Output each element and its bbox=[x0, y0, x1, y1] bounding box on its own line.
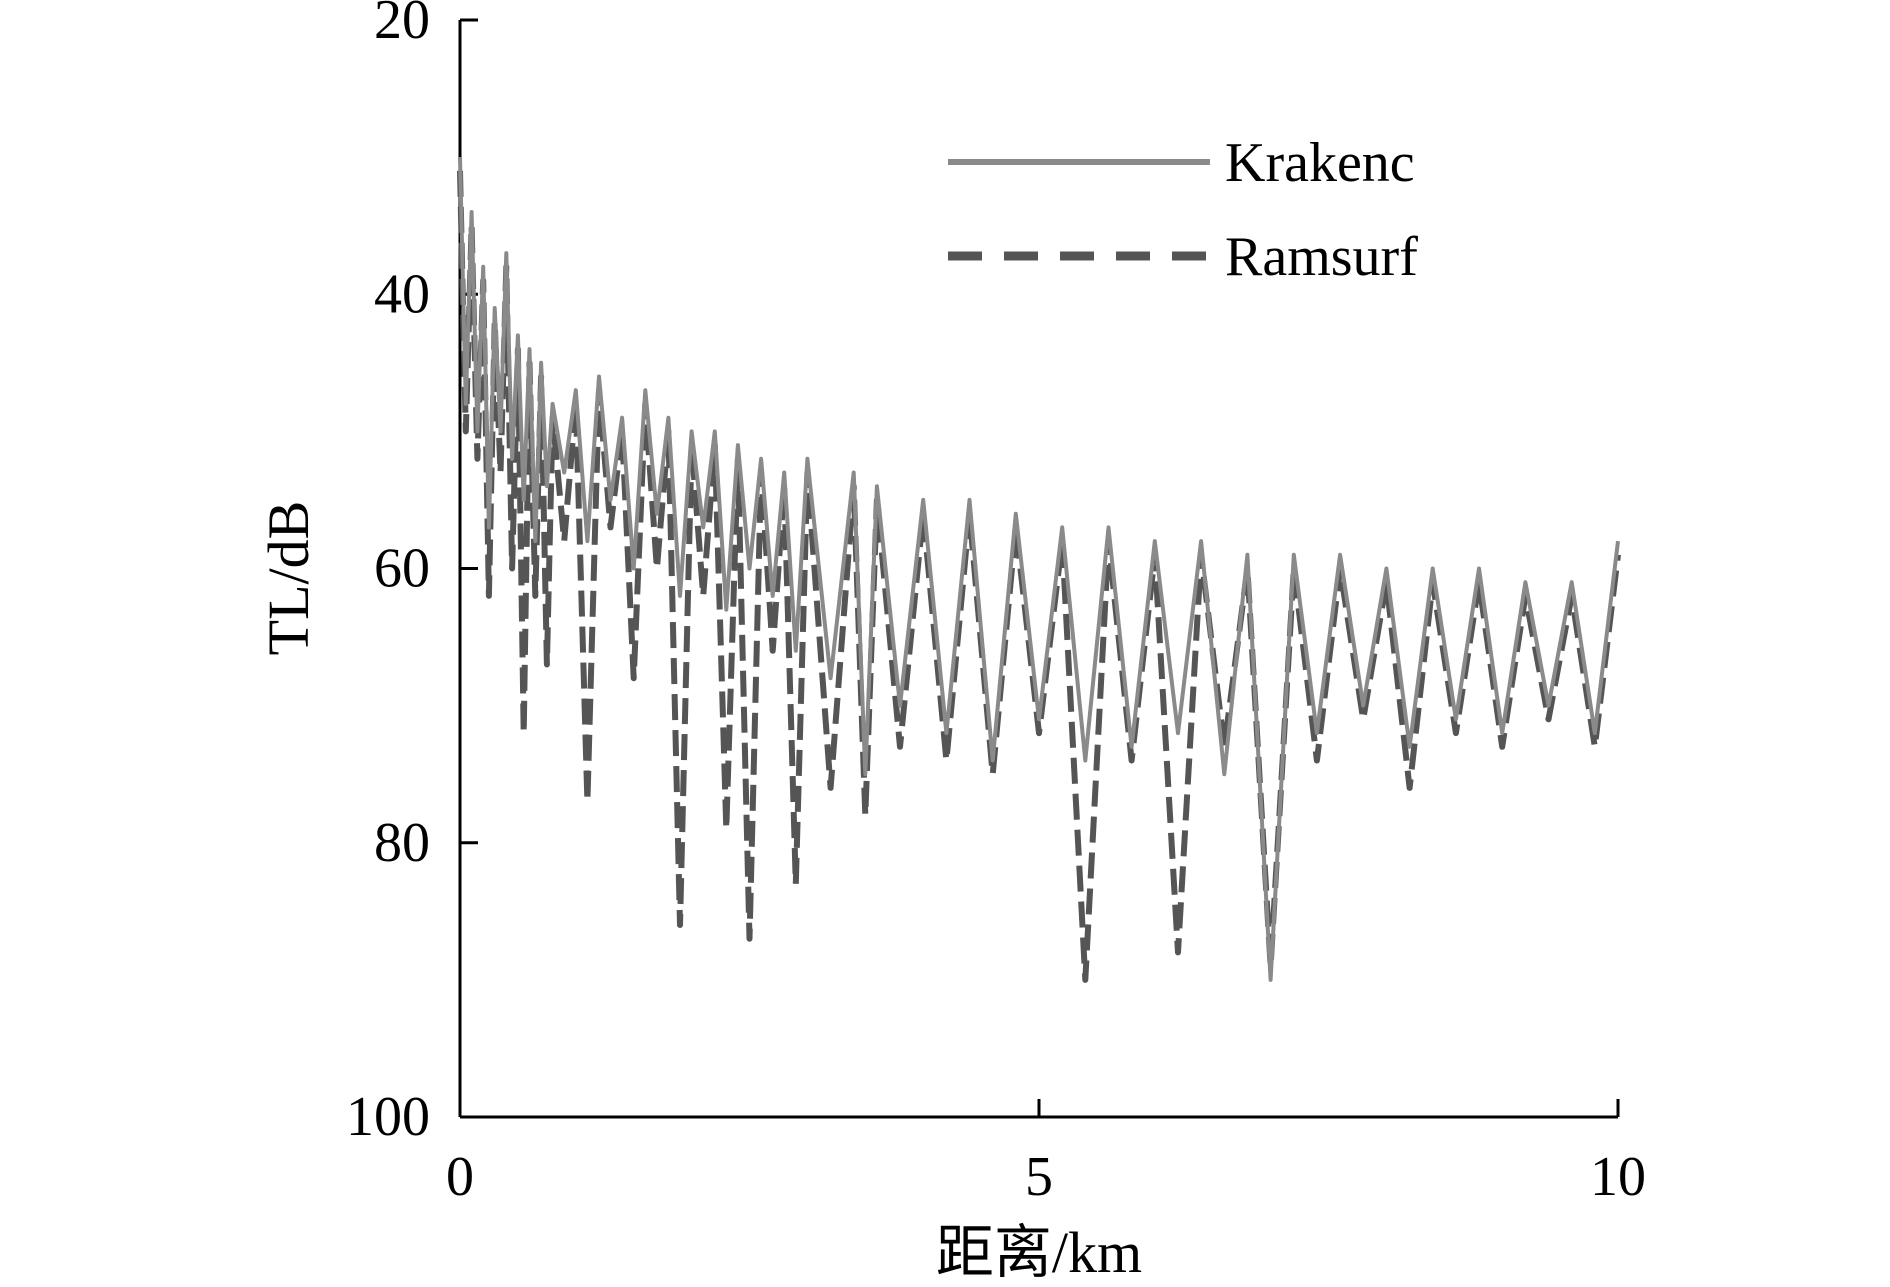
y-tick-label-100: 100 bbox=[346, 1086, 430, 1148]
x-tick-label-0: 0 bbox=[446, 1146, 474, 1208]
legend-label-ramsurf: Ramsurf bbox=[1225, 226, 1418, 288]
series-line-ramsurf bbox=[457, 170, 1621, 983]
series-layer bbox=[457, 157, 1621, 983]
y-tick-label-20: 20 bbox=[374, 0, 430, 51]
y-axis-label: TL/dB bbox=[256, 501, 321, 656]
y-tick-label-60: 60 bbox=[374, 538, 430, 600]
y-tick-label-40: 40 bbox=[374, 263, 430, 325]
x-tick-label-5: 5 bbox=[1025, 1146, 1053, 1208]
x-axis-label: 距离/km bbox=[936, 1220, 1142, 1285]
y-tick-label-80: 80 bbox=[374, 812, 430, 874]
y-ticks: 20 40 60 80 100 bbox=[346, 0, 478, 1148]
x-ticks: 0 5 10 bbox=[446, 1099, 1646, 1208]
series-line-krakenc bbox=[458, 157, 1620, 982]
x-tick-label-10: 10 bbox=[1590, 1146, 1646, 1208]
legend: Krakenc Ramsurf bbox=[948, 132, 1418, 288]
legend-label-krakenc: Krakenc bbox=[1225, 132, 1415, 194]
